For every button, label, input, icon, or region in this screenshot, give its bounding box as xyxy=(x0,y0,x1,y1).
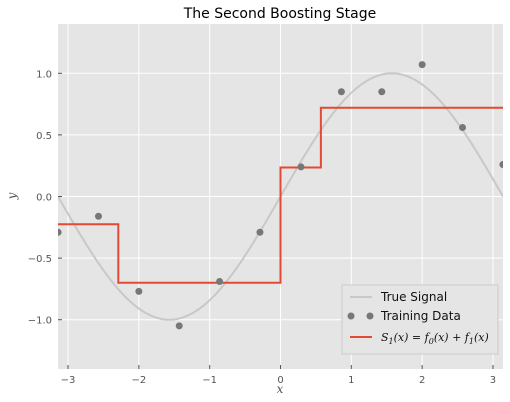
training-point xyxy=(216,278,224,286)
x-tick-label: 3 xyxy=(490,375,496,386)
training-point xyxy=(94,212,102,220)
training-point xyxy=(135,287,143,295)
legend-math-sub0: 0 xyxy=(429,337,434,346)
x-tick-label: −3 xyxy=(61,375,76,386)
training-point xyxy=(58,228,62,236)
legend-math-s: S xyxy=(381,331,389,344)
y-tick-label: 1.0 xyxy=(36,69,52,80)
training-point xyxy=(297,163,305,171)
legend-math-sub1: 1 xyxy=(389,337,394,346)
x-tick-label: −2 xyxy=(131,375,146,386)
x-tick-label: −1 xyxy=(202,375,217,386)
x-tick-label: 2 xyxy=(419,375,425,386)
training-point xyxy=(378,88,386,96)
legend-math-mid1: (x) = f xyxy=(394,331,431,344)
legend-training-marker-1 xyxy=(347,312,355,320)
y-tick-label: 0.5 xyxy=(36,131,52,142)
legend: True Signal Training Data S1(x) = f0(x) … xyxy=(341,284,499,355)
chart-title: The Second Boosting Stage xyxy=(183,6,377,22)
x-axis-label: x xyxy=(277,382,284,396)
x-axis-ticks: −3 −2 −1 0 1 2 3 xyxy=(61,365,496,386)
training-point xyxy=(499,160,503,168)
training-point xyxy=(256,228,264,236)
y-tick-label: 0.0 xyxy=(36,193,52,204)
y-tick-label: −1.0 xyxy=(28,316,52,327)
legend-math-sub1b: 1 xyxy=(469,337,474,346)
plot-content xyxy=(58,61,503,330)
y-axis-ticks: −1.0 −0.5 0.0 0.5 1.0 xyxy=(28,69,62,327)
legend-math-mid2: (x) + f xyxy=(434,331,471,344)
legend-true-signal-label: True Signal xyxy=(380,290,447,304)
training-point xyxy=(418,61,426,69)
x-tick-label: 0 xyxy=(277,375,283,386)
y-tick-label: −0.5 xyxy=(28,254,52,265)
training-point xyxy=(337,88,345,96)
x-tick-label: 1 xyxy=(348,375,354,386)
legend-training-label: Training Data xyxy=(380,309,461,323)
legend-math-end: (x) xyxy=(474,331,489,344)
series-boosting-stage xyxy=(58,106,503,284)
training-point xyxy=(459,124,467,131)
training-point xyxy=(175,322,183,330)
y-axis-label: y xyxy=(5,192,19,200)
legend-training-marker-2 xyxy=(366,312,374,320)
legend-stage-label: S1(x) = f0(x) + f1(x) xyxy=(381,331,489,346)
